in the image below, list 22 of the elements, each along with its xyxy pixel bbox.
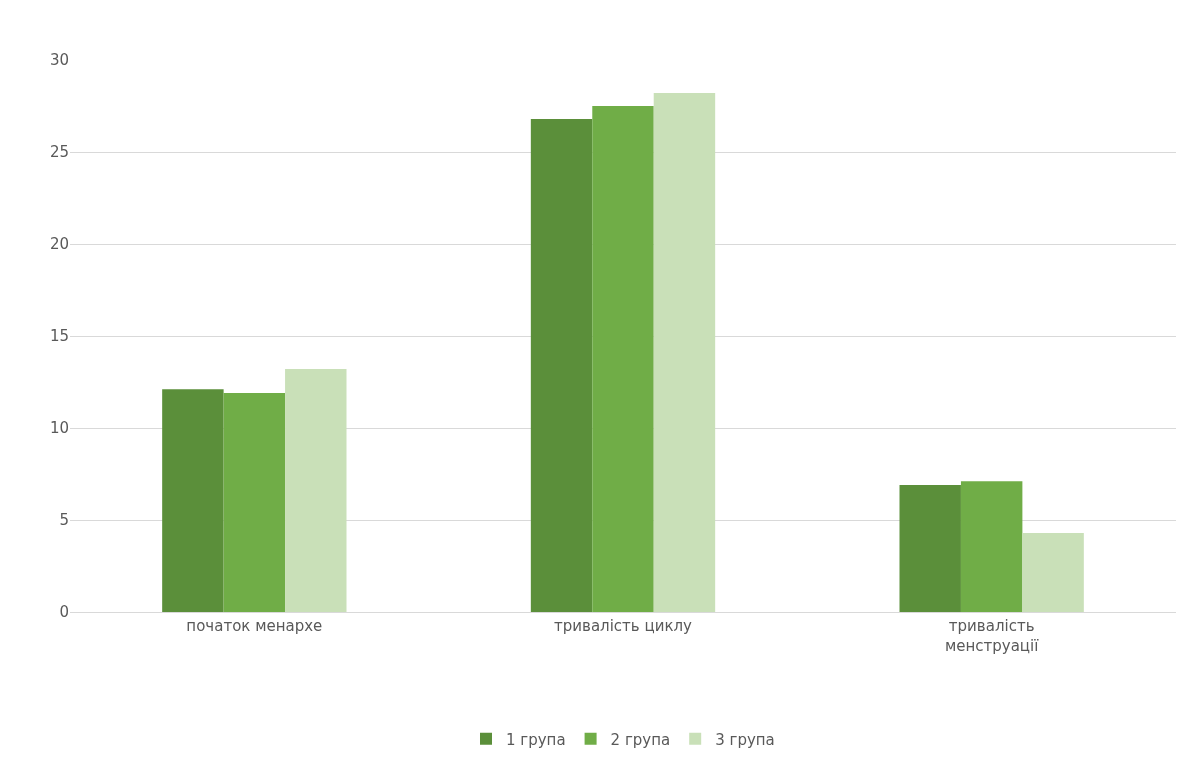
y-tick-label: 20 bbox=[49, 235, 69, 254]
bar bbox=[162, 389, 224, 612]
bar bbox=[223, 393, 286, 612]
legend-label: 3 група bbox=[715, 730, 775, 749]
y-tick-label: 5 bbox=[59, 511, 69, 530]
bar bbox=[592, 106, 654, 612]
bar bbox=[1022, 532, 1084, 612]
x-tick-label: початок менархе bbox=[186, 617, 323, 635]
x-tick-label: тривалість циклу bbox=[554, 617, 693, 635]
bar bbox=[530, 118, 593, 612]
legend-label: 2 група bbox=[610, 730, 671, 749]
bar bbox=[960, 481, 1023, 612]
y-tick-label: 30 bbox=[49, 51, 69, 70]
y-tick-label: 25 bbox=[49, 143, 69, 162]
bar bbox=[285, 369, 347, 612]
y-tick-label: 10 bbox=[49, 419, 69, 438]
bar bbox=[653, 93, 716, 612]
y-tick-label: 15 bbox=[49, 327, 69, 346]
bar bbox=[899, 485, 961, 612]
x-tick-label: тривалість менструації bbox=[944, 617, 1040, 655]
y-tick-label: 0 bbox=[59, 603, 69, 622]
legend-label: 1 група bbox=[506, 730, 566, 749]
